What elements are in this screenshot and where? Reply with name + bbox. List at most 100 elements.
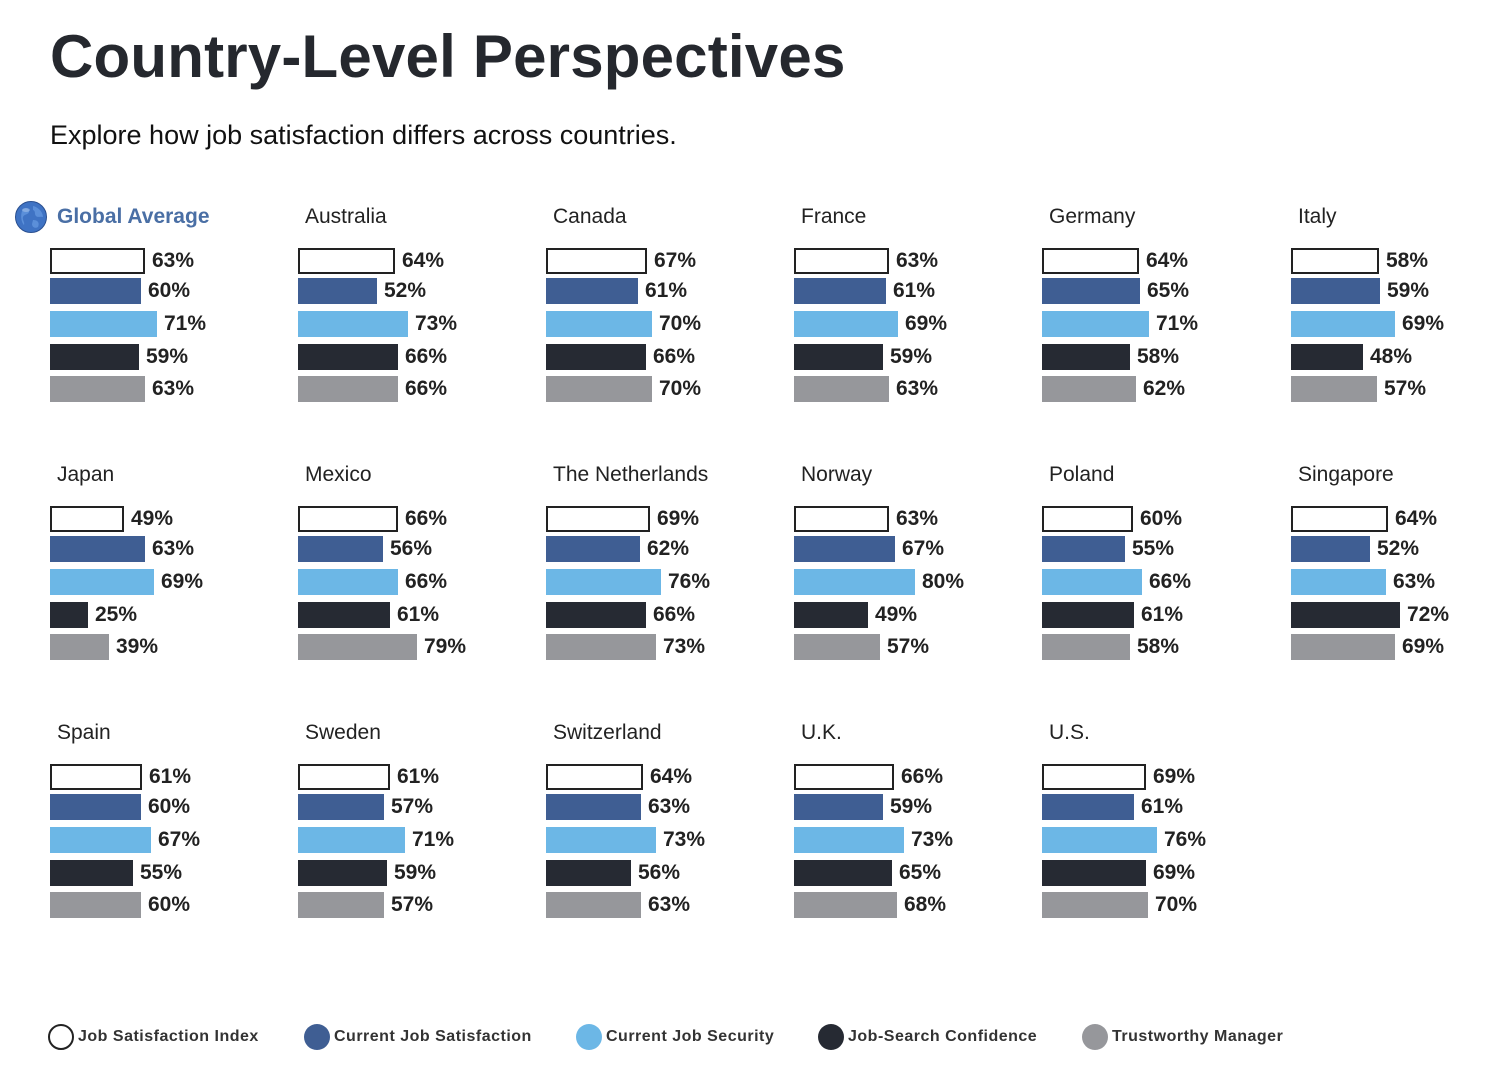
bar-singapore-current-job-satisfaction — [1291, 536, 1370, 562]
bar-canada-current-job-security — [546, 311, 652, 337]
legend-label-current-job-satisfaction: Current Job Satisfaction — [334, 1028, 532, 1045]
legend-swatch-current-job-security — [576, 1024, 602, 1050]
bar-label-u-k-index: 66% — [901, 765, 944, 788]
bar-switzerland-job-search-confidence — [546, 860, 631, 886]
panel-title-sweden: Sweden — [305, 721, 381, 744]
bar-label-france-current-job-security: 69% — [905, 312, 948, 335]
bar-label-u-s-index: 69% — [1153, 765, 1196, 788]
bar-singapore-trustworthy-manager — [1291, 634, 1395, 660]
bar-norway-trustworthy-manager — [794, 634, 880, 660]
bar-label-poland-current-job-satisfaction: 55% — [1132, 537, 1175, 560]
bar-label-australia-job-search-confidence: 66% — [405, 345, 448, 368]
bar-u-k-current-job-security — [794, 827, 904, 853]
bar-label-poland-job-search-confidence: 61% — [1141, 603, 1184, 626]
bar-sweden-job-search-confidence — [298, 860, 387, 886]
bar-label-france-trustworthy-manager: 63% — [896, 377, 939, 400]
bar-spain-trustworthy-manager — [50, 892, 141, 918]
bar-label-germany-index: 64% — [1146, 249, 1189, 272]
bar-italy-index — [1291, 248, 1379, 274]
bar-germany-index — [1042, 248, 1139, 274]
panel-title-japan: Japan — [57, 463, 115, 486]
bar-spain-current-job-satisfaction — [50, 794, 141, 820]
bar-label-spain-index: 61% — [149, 765, 192, 788]
bar-label-norway-trustworthy-manager: 57% — [887, 635, 930, 658]
legend-swatch-current-job-satisfaction — [304, 1024, 330, 1050]
bar-u-s-index — [1042, 764, 1146, 790]
bar-sweden-current-job-satisfaction — [298, 794, 384, 820]
bar-label-u-k-current-job-security: 73% — [911, 828, 954, 851]
bar-france-trustworthy-manager — [794, 376, 889, 402]
bar-label-canada-index: 67% — [654, 249, 697, 272]
bar-poland-current-job-satisfaction — [1042, 536, 1125, 562]
panel-title-mexico: Mexico — [305, 463, 372, 486]
bar-italy-trustworthy-manager — [1291, 376, 1377, 402]
bar-label-the-netherlands-current-job-satisfaction: 62% — [647, 537, 690, 560]
bar-label-italy-job-search-confidence: 48% — [1370, 345, 1413, 368]
panel-sweden: Sweden 61% 57% 71% 59% 57% — [298, 719, 543, 929]
panel-italy: Italy 58% 59% 69% 48% 57% — [1291, 203, 1512, 413]
panel-title-u-s: U.S. — [1049, 721, 1090, 744]
bar-label-france-job-search-confidence: 59% — [890, 345, 933, 368]
bar-label-global-average-job-search-confidence: 59% — [146, 345, 189, 368]
bar-global-average-trustworthy-manager — [50, 376, 145, 402]
panel-the-netherlands: The Netherlands 69% 62% 76% 66% 73% — [546, 461, 791, 671]
panel-mexico: Mexico 66% 56% 66% 61% 79% — [298, 461, 543, 671]
bar-japan-trustworthy-manager — [50, 634, 109, 660]
bar-switzerland-current-job-security — [546, 827, 656, 853]
bar-label-u-s-current-job-satisfaction: 61% — [1141, 795, 1184, 818]
bar-label-the-netherlands-trustworthy-manager: 73% — [663, 635, 706, 658]
panel-title-france: France — [801, 205, 867, 228]
bar-mexico-index — [298, 506, 398, 532]
bar-label-france-current-job-satisfaction: 61% — [893, 279, 936, 302]
bar-label-spain-job-search-confidence: 55% — [140, 861, 183, 884]
bar-label-australia-trustworthy-manager: 66% — [405, 377, 448, 400]
panel-u-k: U.K. 66% 59% 73% 65% 68% — [794, 719, 1039, 929]
bar-u-s-trustworthy-manager — [1042, 892, 1148, 918]
bar-u-s-current-job-security — [1042, 827, 1157, 853]
bar-label-sweden-trustworthy-manager: 57% — [391, 893, 434, 916]
bar-label-norway-current-job-satisfaction: 67% — [902, 537, 945, 560]
bar-spain-job-search-confidence — [50, 860, 133, 886]
bar-the-netherlands-current-job-security — [546, 569, 661, 595]
bar-norway-index — [794, 506, 889, 532]
panel-title-spain: Spain — [57, 721, 111, 744]
bar-label-global-average-current-job-satisfaction: 60% — [148, 279, 191, 302]
bar-australia-current-job-security — [298, 311, 408, 337]
bar-label-mexico-index: 66% — [405, 507, 448, 530]
bar-france-current-job-security — [794, 311, 898, 337]
bar-label-the-netherlands-job-search-confidence: 66% — [653, 603, 696, 626]
bar-label-australia-index: 64% — [402, 249, 445, 272]
panel-japan: Japan 49% 63% 69% 25% 39% — [50, 461, 295, 671]
panel-global-average: Global Average 63% 60% 71% 59% 63% — [15, 201, 295, 413]
bar-italy-job-search-confidence — [1291, 344, 1363, 370]
bar-label-italy-current-job-security: 69% — [1402, 312, 1445, 335]
bar-germany-job-search-confidence — [1042, 344, 1130, 370]
bar-mexico-current-job-security — [298, 569, 398, 595]
bar-australia-trustworthy-manager — [298, 376, 398, 402]
bar-italy-current-job-security — [1291, 311, 1395, 337]
legend-label-job-search-confidence: Job-Search Confidence — [848, 1028, 1038, 1045]
panel-australia: Australia 64% 52% 73% 66% 66% — [298, 203, 543, 413]
legend-swatch-job-search-confidence — [818, 1024, 844, 1050]
bar-label-japan-trustworthy-manager: 39% — [116, 635, 159, 658]
chart-legend: Job Satisfaction Index Current Job Satisf… — [48, 1022, 1488, 1056]
bar-switzerland-current-job-satisfaction — [546, 794, 641, 820]
bar-label-switzerland-trustworthy-manager: 63% — [648, 893, 691, 916]
bar-poland-job-search-confidence — [1042, 602, 1134, 628]
legend-swatch-job-satisfaction-index — [48, 1024, 74, 1050]
page-title: Country-Level Perspectives — [50, 23, 846, 90]
panel-title-the-netherlands: The Netherlands — [553, 463, 709, 486]
bar-germany-current-job-satisfaction — [1042, 278, 1140, 304]
bar-canada-job-search-confidence — [546, 344, 646, 370]
bar-japan-current-job-security — [50, 569, 154, 595]
bar-label-italy-index: 58% — [1386, 249, 1429, 272]
legend-label-job-satisfaction-index: Job Satisfaction Index — [78, 1028, 259, 1045]
panel-switzerland: Switzerland 64% 63% 73% 56% 63% — [546, 719, 791, 929]
bar-label-singapore-trustworthy-manager: 69% — [1402, 635, 1445, 658]
bar-spain-current-job-security — [50, 827, 151, 853]
bar-france-index — [794, 248, 889, 274]
panel-title-u-k: U.K. — [801, 721, 842, 744]
bar-mexico-job-search-confidence — [298, 602, 390, 628]
bar-label-australia-current-job-security: 73% — [415, 312, 458, 335]
bar-poland-current-job-security — [1042, 569, 1142, 595]
